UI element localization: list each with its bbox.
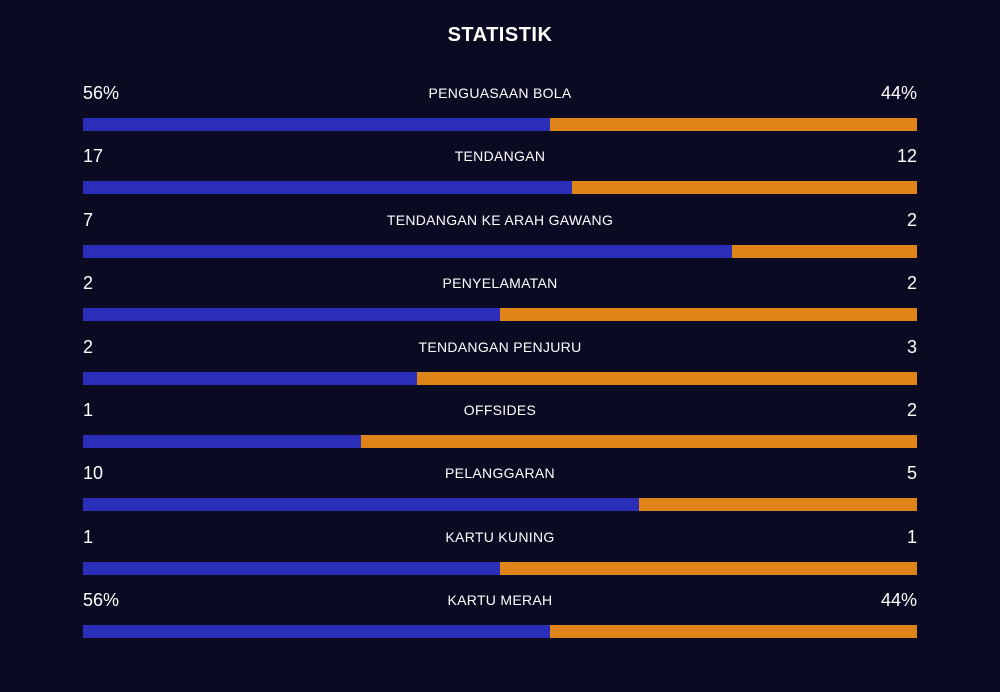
stat-row-saves: 2 PENYELAMATAN 2 [83, 270, 917, 333]
home-value: 17 [83, 146, 104, 167]
stats-title: STATISTIK [447, 24, 553, 46]
stat-label: TENDANGAN KE ARAH GAWANG [386, 211, 614, 228]
stat-row-ball-possession: 56% PENGUASAAN BOLA 44% [83, 80, 917, 143]
away-bar [360, 434, 917, 448]
stat-label: TENDANGAN [454, 148, 546, 165]
comparison-bar [83, 434, 917, 448]
away-value: 44% [880, 83, 917, 103]
home-value: 56% [83, 83, 120, 103]
stat-label: PENYELAMATAN [442, 275, 558, 292]
away-bar [416, 371, 917, 385]
home-value: 1 [83, 399, 94, 420]
comparison-bar [83, 498, 917, 512]
stat-label: TENDANGAN PENJURU [418, 338, 582, 355]
home-bar [83, 371, 417, 385]
home-value: 1 [83, 526, 94, 547]
stat-label: OFFSIDES [463, 401, 537, 418]
away-value: 44% [880, 590, 917, 611]
stat-label: PENGUASAAN BOLA [428, 85, 572, 101]
stat-row-offsides: 1 OFFSIDES 2 [83, 397, 917, 460]
away-bar [550, 118, 917, 131]
home-value: 56% [83, 590, 120, 611]
home-value: 7 [83, 209, 94, 230]
away-value: 1 [906, 526, 917, 547]
comparison-bar [83, 118, 917, 131]
home-value: 2 [83, 336, 94, 357]
home-bar [83, 498, 640, 512]
home-value: 2 [83, 273, 94, 294]
stat-row-shots: 17 TENDANGAN 12 [83, 143, 917, 206]
home-bar [83, 244, 732, 258]
stat-label: KARTU MERAH [447, 592, 553, 609]
home-value: 10 [83, 463, 104, 484]
away-bar [571, 181, 917, 195]
home-bar [83, 625, 551, 639]
comparison-bar [83, 625, 917, 639]
stat-row-yellow-cards: 1 KARTU KUNING 1 [83, 524, 917, 587]
home-bar [83, 561, 500, 575]
away-bar [500, 561, 917, 575]
away-value: 3 [906, 336, 917, 357]
stat-row-red-cards: 56% KARTU MERAH 44% [83, 587, 917, 650]
home-bar [83, 434, 361, 448]
comparison-bar [83, 371, 917, 385]
away-bar [550, 625, 917, 639]
away-value: 12 [896, 146, 917, 167]
away-value: 2 [906, 399, 917, 420]
comparison-bar [83, 561, 917, 575]
comparison-bar [83, 308, 917, 322]
stat-row-shots-on-target: 7 TENDANGAN KE ARAH GAWANG 2 [83, 207, 917, 270]
stats-list: 56% PENGUASAAN BOLA 44% 17 TENDANGAN 12 … [83, 80, 917, 651]
stat-row-fouls: 10 PELANGGARAN 5 [83, 460, 917, 523]
home-bar [83, 118, 551, 131]
away-value: 2 [906, 209, 917, 230]
comparison-bar [83, 181, 917, 195]
stat-row-corners: 2 TENDANGAN PENJURU 3 [83, 334, 917, 397]
home-bar [83, 181, 572, 195]
stat-label: KARTU KUNING [445, 528, 555, 545]
home-bar [83, 308, 500, 322]
away-bar [731, 244, 917, 258]
stat-label: PELANGGARAN [445, 465, 555, 482]
away-bar [639, 498, 917, 512]
comparison-bar [83, 244, 917, 258]
away-value: 2 [906, 273, 917, 294]
away-value: 5 [906, 463, 917, 484]
away-bar [500, 308, 917, 322]
